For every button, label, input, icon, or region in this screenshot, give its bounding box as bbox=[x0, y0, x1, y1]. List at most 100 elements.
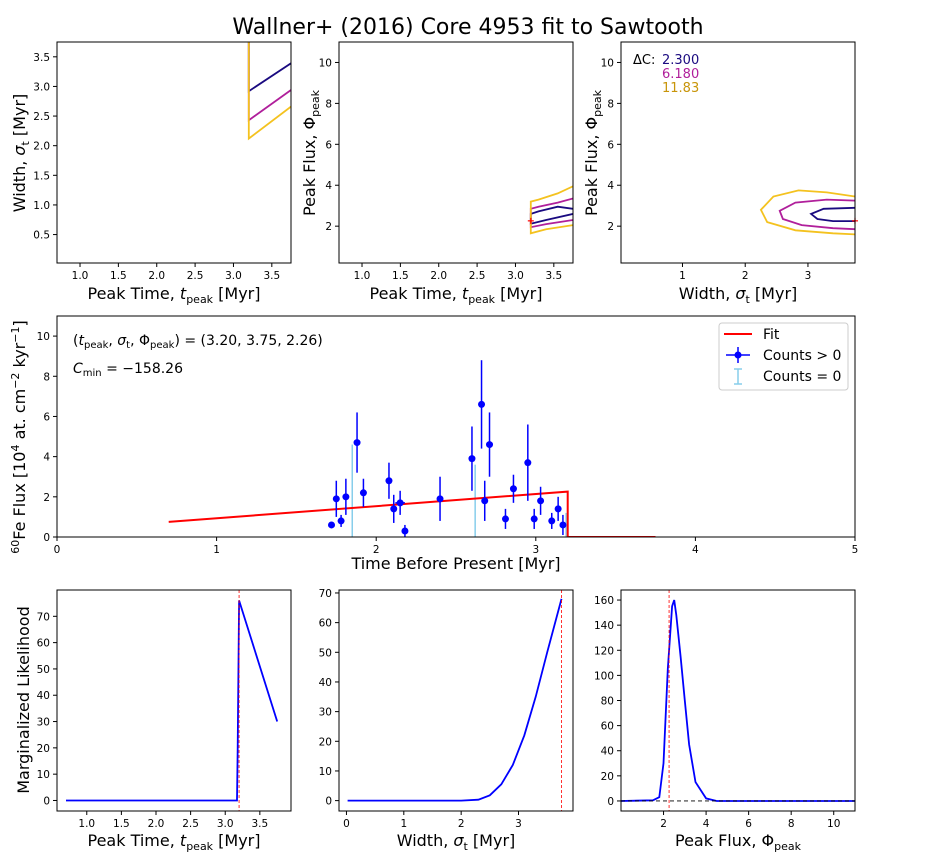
data-point bbox=[524, 459, 532, 467]
p3-ylabel: Peak Flux, Φpeak bbox=[582, 89, 604, 216]
b2-ytick-label: 50 bbox=[319, 647, 332, 659]
contour-time-flux-plot: 1.0 1.5 2.0 2.5 3.0 3.5 2 4 6 8 10 bbox=[319, 41, 574, 282]
p1-xtick-label: 3.0 bbox=[225, 270, 242, 282]
p1-series-0 bbox=[247, 42, 291, 93]
b3-plot-area bbox=[621, 590, 855, 811]
main-xtick-label: 3 bbox=[532, 544, 539, 556]
b1-ytick-label: 60 bbox=[37, 638, 50, 650]
b3-ytick-label: 60 bbox=[601, 721, 614, 733]
b3-xtick-label: 2 bbox=[660, 818, 667, 830]
legend-pos-label: Counts > 0 bbox=[763, 348, 841, 364]
data-point bbox=[332, 495, 340, 503]
legend-fit-label: Fit bbox=[763, 327, 780, 343]
main-ytick-label: 4 bbox=[43, 452, 50, 464]
b3-ytick-label: 140 bbox=[594, 620, 614, 632]
data-point bbox=[509, 485, 517, 493]
p2-plot-area bbox=[529, 185, 573, 235]
b1-xtick-label: 3.5 bbox=[251, 818, 268, 830]
data-point bbox=[481, 497, 489, 505]
legend-pos-swatch-dot bbox=[734, 351, 742, 359]
contour-time-width-plot: 1.0 1.5 2.0 2.5 3.0 3.5 0.5 1.0 1.5 2.0 2.5 3.0 3.5 bbox=[33, 41, 292, 282]
b2-ytick-label: 60 bbox=[319, 618, 332, 630]
p3-ytick-label: 2 bbox=[607, 221, 614, 233]
p3-plot-area bbox=[759, 189, 855, 236]
main-axes-frame bbox=[56, 315, 856, 538]
p1-xtick-label: 1.0 bbox=[72, 270, 89, 282]
b1-series-0 bbox=[66, 600, 279, 802]
data-point bbox=[436, 495, 444, 503]
p1-plot-area bbox=[247, 42, 291, 141]
b1-xtick-label: 3.0 bbox=[217, 818, 234, 830]
b2-xtick-label: 3 bbox=[515, 818, 522, 830]
p2-series-2 bbox=[529, 185, 573, 235]
b1-plot-area bbox=[66, 590, 279, 811]
b2-xtick-label: 0 bbox=[343, 818, 350, 830]
data-point bbox=[328, 521, 336, 529]
legend-zero-label: Counts = 0 bbox=[763, 369, 841, 385]
p2-ytick-label: 8 bbox=[325, 98, 332, 110]
b3-xtick-label: 6 bbox=[745, 818, 752, 830]
deltac-label: ΔC: bbox=[633, 53, 655, 68]
p2-xtick-label: 1.5 bbox=[392, 270, 409, 282]
p3-ytick-label: 6 bbox=[607, 139, 614, 151]
p2-xtick-label: 3.0 bbox=[507, 270, 524, 282]
p1-ytick-label: 2.5 bbox=[33, 111, 50, 123]
data-point bbox=[353, 439, 361, 447]
data-point bbox=[401, 527, 409, 535]
b1-ytick-label: 40 bbox=[37, 690, 50, 702]
data-point bbox=[385, 477, 393, 485]
b1-xtick-label: 2.5 bbox=[182, 818, 199, 830]
b1-ytick-label: 50 bbox=[37, 664, 50, 676]
p2-xtick-label: 2.0 bbox=[430, 270, 447, 282]
p3-series-0 bbox=[809, 206, 855, 223]
b2-series-0 bbox=[347, 598, 563, 802]
p3-xlabel: Width, σt [Myr] bbox=[679, 284, 798, 306]
b2-ytick-label: 40 bbox=[319, 677, 332, 689]
b1-axes-frame bbox=[56, 589, 292, 812]
data-point bbox=[396, 499, 404, 507]
data-point bbox=[390, 505, 398, 513]
p3-xtick-label: 1 bbox=[679, 270, 686, 282]
deltac-level-3: 11.83 bbox=[662, 81, 699, 96]
p3-ytick-label: 8 bbox=[607, 98, 614, 110]
p2-axes-frame bbox=[338, 41, 574, 264]
main-xtick-label: 4 bbox=[692, 544, 699, 556]
b1-xlabel: Peak Time, tpeak [Myr] bbox=[88, 831, 261, 853]
p2-xtick-label: 2.5 bbox=[469, 270, 486, 282]
data-point bbox=[537, 497, 545, 505]
main-ytick-label: 0 bbox=[43, 532, 50, 544]
p2-ylabel: Peak Flux, Φpeak bbox=[300, 89, 322, 216]
p1-xtick-label: 3.5 bbox=[263, 270, 280, 282]
p3-series-1 bbox=[778, 198, 855, 231]
b2-ytick-label: 0 bbox=[325, 796, 332, 808]
b2-plot-area bbox=[347, 590, 563, 811]
p1-ylabel: Width, σt [Myr] bbox=[10, 94, 32, 213]
data-point bbox=[530, 515, 538, 523]
b1-ytick-label: 10 bbox=[37, 769, 50, 781]
p1-series-2 bbox=[247, 42, 291, 141]
p3-xtick-label: 2 bbox=[742, 270, 749, 282]
p3-ytick-label: 10 bbox=[601, 57, 614, 69]
p2-ytick-label: 2 bbox=[325, 221, 332, 233]
p3-ytick-label: 4 bbox=[607, 180, 614, 192]
b3-ytick-label: 40 bbox=[601, 746, 614, 758]
data-point bbox=[337, 517, 345, 525]
b2-ytick-label: 30 bbox=[319, 707, 332, 719]
p1-ytick-label: 0.5 bbox=[33, 230, 50, 242]
b3-ytick-label: 80 bbox=[601, 696, 614, 708]
p1-xtick-label: 1.5 bbox=[110, 270, 127, 282]
p1-ytick-label: 2.0 bbox=[33, 141, 50, 153]
b2-xtick-label: 2 bbox=[458, 818, 465, 830]
deltac-level-1: 2.300 bbox=[662, 53, 699, 68]
params-annotation: (tpeak, σt, Φpeak) = (3.20, 3.75, 2.26) bbox=[73, 333, 323, 351]
main-ytick-label: 10 bbox=[37, 331, 50, 343]
b3-ytick-label: 0 bbox=[607, 796, 614, 808]
p3-xtick-label: 3 bbox=[805, 270, 812, 282]
p1-xtick-label: 2.0 bbox=[148, 270, 165, 282]
b1-ytick-label: 20 bbox=[37, 743, 50, 755]
p3-axes-frame bbox=[620, 41, 856, 264]
data-point bbox=[359, 489, 367, 497]
p1-xlabel: Peak Time, tpeak [Myr] bbox=[88, 284, 261, 306]
